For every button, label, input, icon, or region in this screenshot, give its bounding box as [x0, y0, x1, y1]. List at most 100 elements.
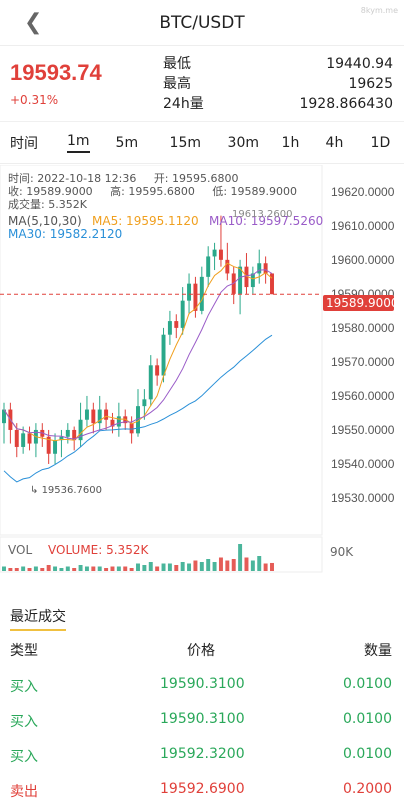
volume-bar [110, 566, 115, 571]
candle-body [212, 249, 217, 257]
y-tick-label: 19530.0000 [331, 491, 395, 505]
tab-1h[interactable]: 1h [281, 134, 300, 151]
candle-body [263, 263, 268, 274]
candle-body [142, 399, 147, 407]
high-marker: 19613.2600 [232, 209, 293, 220]
candle-body [2, 409, 6, 424]
candle-body [84, 409, 89, 420]
volume-bar [193, 560, 198, 571]
volume-bar [27, 568, 32, 571]
candle-body [21, 433, 26, 447]
y-tick-label: 19620.0000 [331, 185, 395, 199]
ma5-label: MA5: 19595.1120 [92, 214, 199, 228]
candle-body [110, 419, 115, 427]
volume-bar [2, 566, 6, 571]
volume-bar [199, 562, 204, 571]
tab-30m[interactable]: 30m [227, 134, 259, 151]
info-time-value: 时间: 2022-10-18 12:36 [8, 172, 137, 185]
info-open-value: 开: 19595.6800 [153, 172, 239, 185]
trade-type: 买入 [10, 749, 38, 765]
ma30-label: MA30: 19582.2120 [8, 227, 123, 241]
kline-chart[interactable]: 19620.0000 19610.0000 19600.0000 19590.0000… [0, 165, 404, 575]
top-bar: ❮ BTC/USDT 8kym.me [0, 0, 404, 46]
trade-type: 买入 [10, 714, 38, 730]
volume-bar [180, 562, 185, 571]
tab-15m[interactable]: 15m [169, 134, 201, 151]
ma5-line [3, 262, 273, 442]
volume-bar [206, 559, 211, 571]
volume-bar [91, 566, 96, 571]
volume-frame [0, 536, 323, 573]
x-tick-label: 12:07 [80, 573, 110, 575]
volume-bar [14, 568, 19, 571]
trade-price: 19592.3200 [160, 746, 245, 762]
trade-qty: 0.0100 [343, 711, 392, 727]
trade-row: 卖出 19592.6900 0.2000 [0, 781, 404, 803]
chart-frame [0, 165, 323, 536]
candle-body [129, 423, 134, 434]
ma30-line [3, 334, 273, 483]
tab-1d[interactable]: 1D [370, 134, 391, 151]
candle-body [97, 409, 102, 424]
ticker-stats: 最低 19440.94 最高 19625 24h量 1928.866430 [163, 54, 393, 114]
stat-value: 19440.94 [326, 56, 393, 72]
candle-body [238, 266, 243, 294]
back-arrow-icon[interactable]: ❮ [24, 10, 43, 35]
volume-bar [8, 568, 13, 571]
volume-bar [212, 562, 217, 571]
trade-price: 19590.3100 [160, 711, 245, 727]
stat-low: 最低 19440.94 [163, 54, 393, 74]
trade-qty: 0.0100 [343, 676, 392, 692]
info-time: 时间: 2022-10-18 12:36 开: 19595.6800 [8, 170, 239, 186]
volume-bar [155, 566, 160, 571]
y-tick-label: 19600.0000 [331, 253, 395, 267]
current-price-tag: 19589.9000 [323, 295, 399, 311]
vol-label: VOL [8, 543, 33, 557]
info-low-value: 低: 19589.9000 [212, 185, 298, 198]
stat-volume: 24h量 1928.866430 [163, 94, 393, 114]
header-qty: 数量 [364, 643, 392, 659]
candle-body [218, 249, 223, 260]
volume-bar [263, 563, 268, 571]
tab-5m[interactable]: 5m [115, 134, 139, 151]
y-tick-label: 19610.0000 [331, 219, 395, 233]
x-tick-label: 12:31 [224, 573, 254, 575]
tab-time[interactable]: 时间 [10, 135, 38, 152]
y-tick-label: 19560.0000 [331, 389, 395, 403]
price-change: +0.31% [10, 93, 59, 107]
pair-title: BTC/USDT [159, 12, 245, 33]
low-marker: ↳ 19536.7600 [30, 485, 103, 496]
info-close-value: 收: 19589.9000 [8, 185, 93, 198]
candle-body [136, 406, 140, 434]
stat-label: 最低 [163, 56, 191, 72]
candle-body [155, 365, 160, 376]
candle-body [180, 300, 185, 328]
volume-bar [142, 565, 147, 571]
tab-1m[interactable]: 1m [67, 133, 90, 153]
volume-bar [136, 563, 140, 571]
volume-bar [116, 566, 121, 571]
volume-bar [40, 568, 45, 571]
candle-body [257, 263, 262, 274]
last-price: 19593.74 [10, 60, 102, 85]
volume-bar [187, 563, 192, 571]
candle-body [161, 334, 166, 376]
trade-price: 19592.6900 [160, 781, 245, 797]
candle-body [53, 440, 58, 454]
stat-high: 最高 19625 [163, 74, 393, 94]
interval-tabs: 时间 1m 5m 15m 30m 1h 4h 1D [0, 122, 404, 164]
y-tick-label: 19580.0000 [331, 321, 395, 335]
volume-bar [97, 566, 102, 571]
volume-bar [250, 560, 255, 571]
ma10-line [3, 269, 273, 440]
low-marker-value: 19536.7600 [41, 485, 103, 496]
tab-4h[interactable]: 4h [325, 134, 344, 151]
stat-value: 19625 [348, 76, 393, 92]
candle-body [167, 321, 172, 335]
vol-value: VOLUME: 5.352K [48, 543, 149, 557]
ticker-panel: 19593.74 +0.31% 最低 19440.94 最高 19625 24h… [0, 46, 404, 122]
volume-bar [231, 559, 236, 571]
volume-bar [218, 557, 223, 571]
volume-bar [167, 563, 172, 571]
trade-row: 买入 19590.3100 0.0100 [0, 676, 404, 698]
